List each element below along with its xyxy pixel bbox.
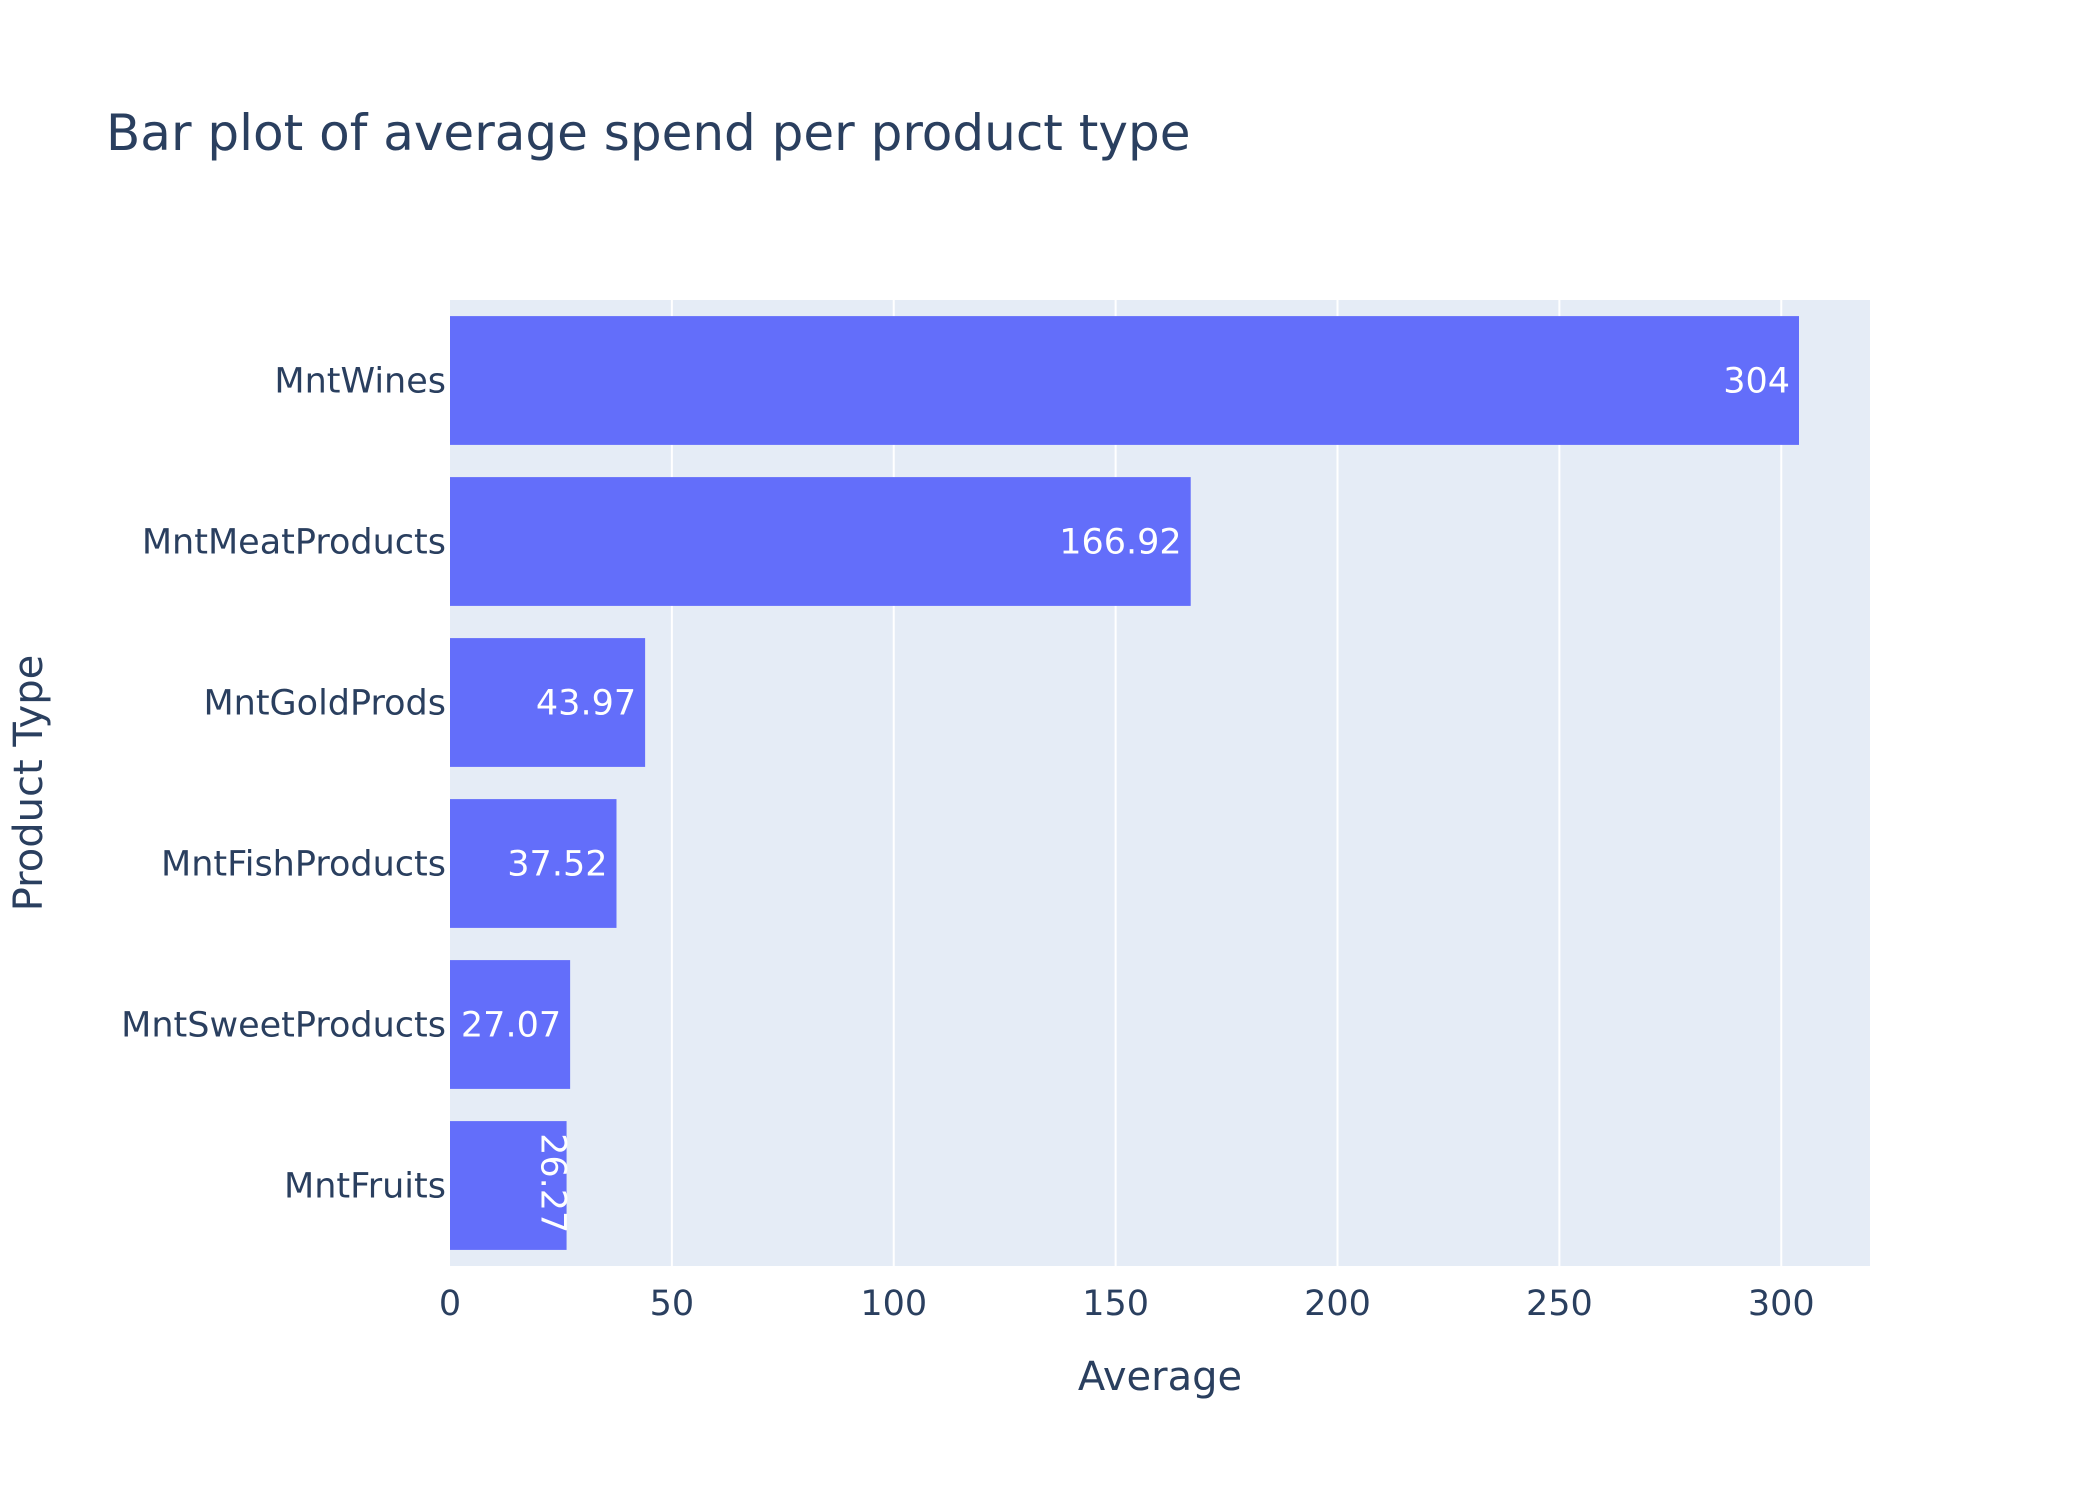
y-tick-label: MntGoldProds bbox=[203, 684, 446, 724]
bar-value-label: 26.27 bbox=[533, 1133, 573, 1233]
x-tick-label: 0 bbox=[439, 1284, 461, 1324]
bar-MntFruits bbox=[450, 1121, 567, 1250]
bar-value-label: 27.07 bbox=[461, 1006, 561, 1046]
bar-value-label: 166.92 bbox=[1059, 523, 1181, 563]
bar-MntMeatProducts bbox=[450, 477, 1191, 606]
bars bbox=[450, 316, 1799, 1250]
plot-area bbox=[450, 300, 1870, 1266]
y-axis-title: Product Type bbox=[6, 655, 52, 911]
bar-value-label: 304 bbox=[1723, 362, 1790, 402]
bar-value-label: 43.97 bbox=[536, 684, 636, 724]
x-axis-ticks: 0 50 100 150 200 250 300 bbox=[439, 1284, 1815, 1324]
grid-lines bbox=[670, 300, 1783, 1266]
y-axis-ticks: MntWines MntMeatProducts MntGoldProds MntFi… bbox=[121, 362, 446, 1207]
bar-MntWines bbox=[450, 316, 1799, 445]
bar-MntGoldProds bbox=[450, 638, 646, 767]
y-tick-label: MntWines bbox=[274, 362, 446, 402]
x-tick-label: 150 bbox=[1082, 1284, 1149, 1324]
bar-value-label: 37.52 bbox=[507, 845, 607, 885]
y-tick-label: MntFruits bbox=[284, 1167, 446, 1207]
bar-MntFishProducts bbox=[450, 799, 617, 928]
x-tick-label: 250 bbox=[1526, 1284, 1593, 1324]
x-tick-label: 200 bbox=[1304, 1284, 1371, 1324]
x-tick-label: 50 bbox=[650, 1284, 695, 1324]
bar-MntSweetProducts bbox=[450, 960, 571, 1089]
x-axis-title: Average bbox=[1078, 1354, 1242, 1400]
y-tick-label: MntMeatProducts bbox=[142, 523, 446, 563]
x-tick-label: 100 bbox=[860, 1284, 927, 1324]
chart-title: Bar plot of average spend per product ty… bbox=[106, 104, 1191, 162]
x-tick-label: 300 bbox=[1748, 1284, 1815, 1324]
y-tick-label: MntSweetProducts bbox=[121, 1006, 446, 1046]
y-tick-label: MntFishProducts bbox=[161, 845, 446, 885]
bar-value-labels: 304 166.92 43.97 37.52 27.07 26.27 bbox=[461, 362, 1790, 1234]
